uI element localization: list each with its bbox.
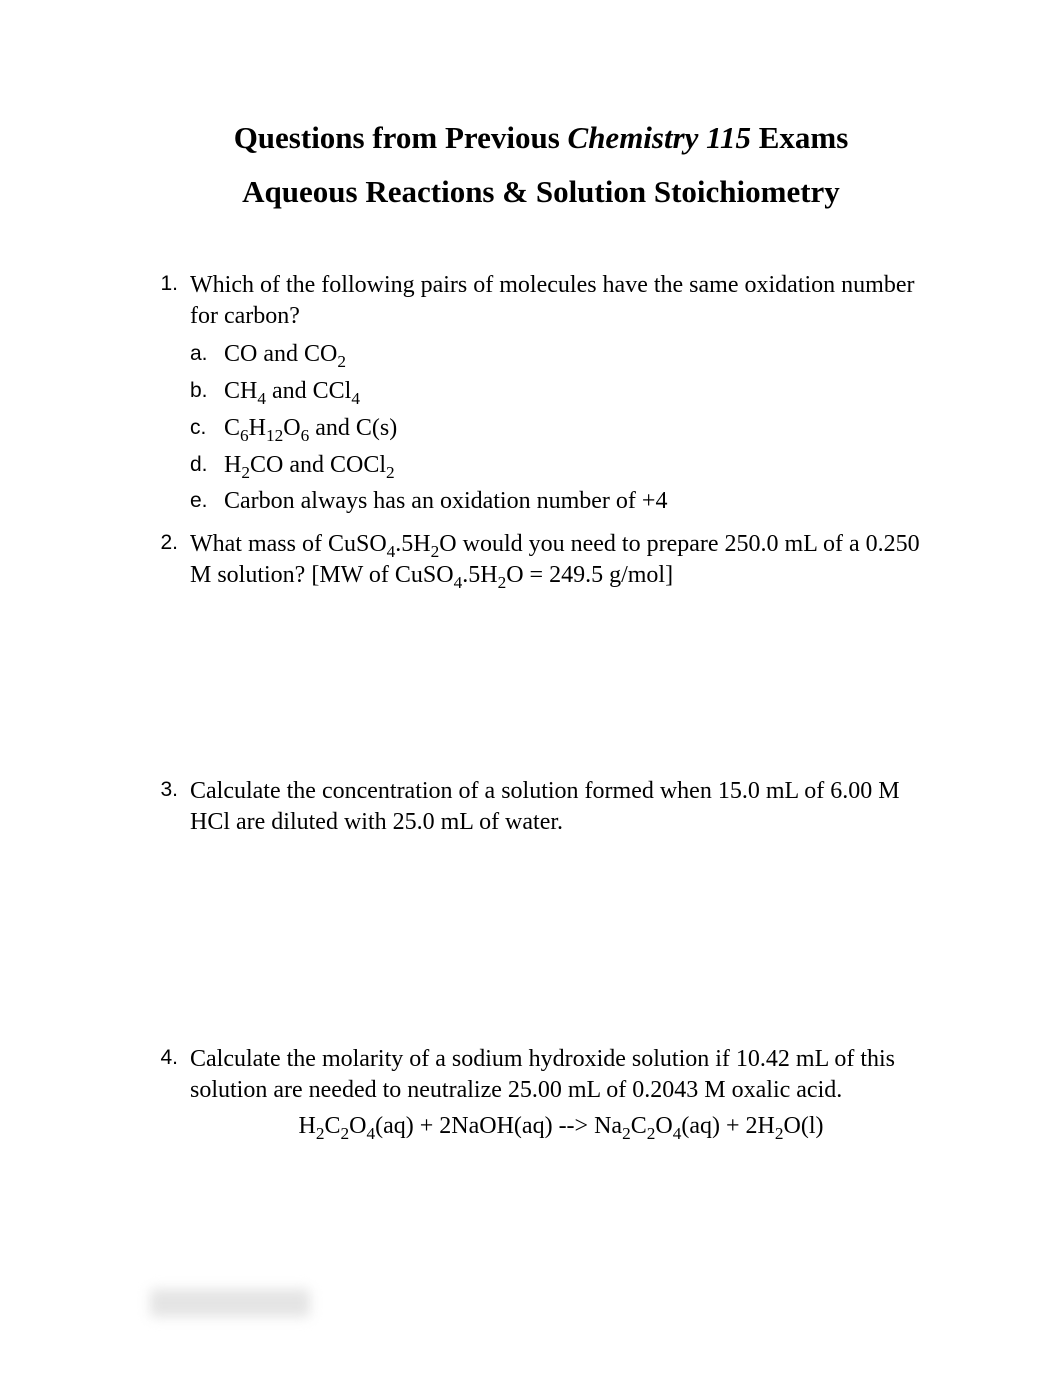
option-list: a. CO and CO2 b. CH4 and CCl4 c. C6H12O6… (190, 339, 932, 517)
option-text: CH4 and CCl4 (224, 376, 932, 407)
option-text: Carbon always has an oxidation number of… (224, 486, 932, 517)
question-body: Calculate the molarity of a sodium hydro… (190, 1044, 932, 1142)
title-suffix: Exams (751, 120, 848, 155)
question-text: What mass of CuSO4.5H2O would you need t… (190, 529, 932, 590)
option-a: a. CO and CO2 (190, 339, 932, 370)
question-number: 4. (150, 1044, 190, 1142)
option-e: e. Carbon always has an oxidation number… (190, 486, 932, 517)
question-4: 4. Calculate the molarity of a sodium hy… (150, 1044, 932, 1142)
answer-space (150, 844, 932, 1044)
option-letter: b. (190, 376, 224, 407)
option-letter: c. (190, 413, 224, 444)
option-b: b. CH4 and CCl4 (190, 376, 932, 407)
option-letter: a. (190, 339, 224, 370)
question-body: What mass of CuSO4.5H2O would you need t… (190, 529, 932, 596)
title-line-2: Aqueous Reactions & Solution Stoichiomet… (150, 174, 932, 210)
title-line-1: Questions from Previous Chemistry 115 Ex… (150, 120, 932, 156)
question-text: Calculate the molarity of a sodium hydro… (190, 1044, 932, 1105)
chemical-equation: H2C2O4(aq) + 2NaOH(aq) --> Na2C2O4(aq) +… (190, 1111, 932, 1142)
question-text: Calculate the concentration of a solutio… (190, 776, 932, 837)
question-body: Which of the following pairs of molecule… (190, 270, 932, 529)
option-d: d. H2CO and COCl2 (190, 450, 932, 481)
option-letter: d. (190, 450, 224, 481)
question-3: 3. Calculate the concentration of a solu… (150, 776, 932, 843)
title-italic: Chemistry 115 (568, 120, 751, 155)
question-body: Calculate the concentration of a solutio… (190, 776, 932, 843)
option-text: C6H12O6 and C(s) (224, 413, 932, 444)
blurred-region (150, 1289, 310, 1317)
question-number: 3. (150, 776, 190, 843)
answer-space (150, 596, 932, 776)
option-text: H2CO and COCl2 (224, 450, 932, 481)
question-number: 1. (150, 270, 190, 529)
title-prefix: Questions from Previous (234, 120, 568, 155)
title-block: Questions from Previous Chemistry 115 Ex… (150, 120, 932, 210)
question-number: 2. (150, 529, 190, 596)
document-page: Questions from Previous Chemistry 115 Ex… (0, 0, 1062, 1377)
option-letter: e. (190, 486, 224, 517)
question-list: 1. Which of the following pairs of molec… (150, 270, 932, 1142)
question-2: 2. What mass of CuSO4.5H2O would you nee… (150, 529, 932, 596)
question-1: 1. Which of the following pairs of molec… (150, 270, 932, 529)
question-text: Which of the following pairs of molecule… (190, 270, 932, 331)
option-text: CO and CO2 (224, 339, 932, 370)
option-c: c. C6H12O6 and C(s) (190, 413, 932, 444)
